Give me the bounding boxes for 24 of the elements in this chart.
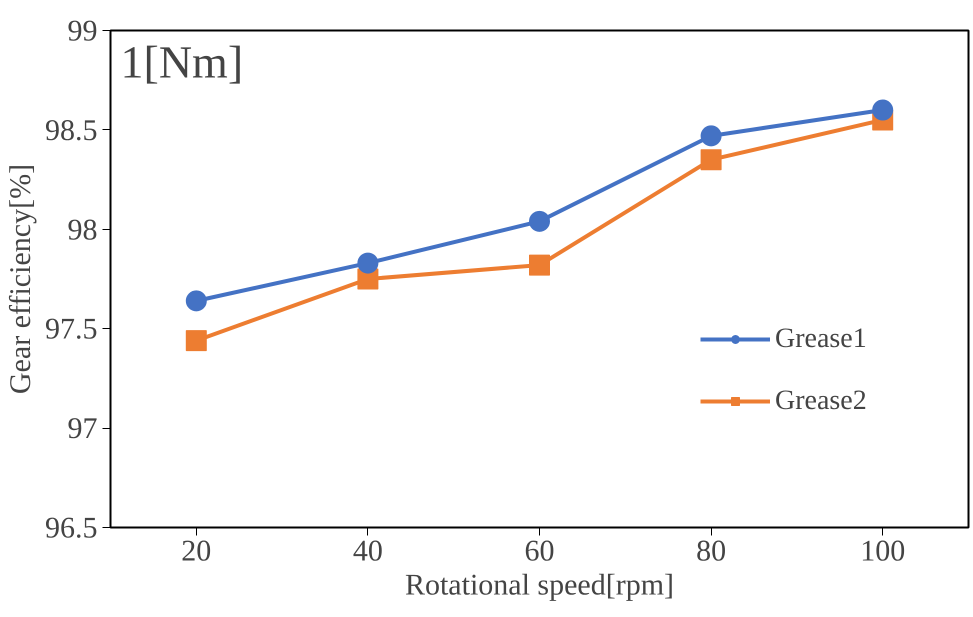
point <box>357 252 378 274</box>
x-tick-label: 60 <box>524 534 554 568</box>
point <box>700 149 722 170</box>
x-tick-label: 40 <box>352 534 383 568</box>
y-tick-label: 98 <box>68 213 98 246</box>
point <box>186 290 207 312</box>
point <box>529 210 550 232</box>
legend-label: Grease1 <box>775 323 867 355</box>
y-tick-label: 98.5 <box>45 114 98 147</box>
y-tick-label: 96.5 <box>45 512 98 544</box>
y-tick-label: 99 <box>68 14 98 48</box>
annotation: 1[Nm] <box>120 36 244 88</box>
legend-label: Grease2 <box>775 385 867 417</box>
point <box>700 125 722 146</box>
point <box>872 100 894 120</box>
point <box>529 254 550 276</box>
x-tick-label: 80 <box>696 534 726 568</box>
x-axis-title: Rotational speed[rpm] <box>404 568 674 602</box>
x-tick-label: 20 <box>181 534 212 568</box>
x-tick-label: 100 <box>860 534 906 568</box>
y-tick-label: 97.5 <box>45 312 98 346</box>
y-tick-label: 97 <box>68 412 98 446</box>
point <box>186 330 207 352</box>
y-axis-title: Gear efficiency[%] <box>4 164 37 394</box>
